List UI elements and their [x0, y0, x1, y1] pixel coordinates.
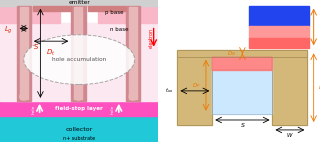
Bar — [177, 50, 307, 57]
Bar — [249, 6, 309, 26]
Text: field-stop layer: field-stop layer — [55, 106, 103, 111]
Bar — [126, 6, 140, 101]
Ellipse shape — [24, 35, 135, 84]
Bar — [0, 116, 158, 142]
Bar — [249, 38, 309, 48]
Bar — [212, 57, 273, 114]
Bar — [177, 50, 307, 57]
Text: hole: hole — [31, 105, 35, 114]
Text: p base: p base — [105, 10, 123, 15]
Text: $D_t$: $D_t$ — [46, 48, 55, 58]
Bar — [212, 57, 273, 114]
Bar — [273, 57, 307, 125]
Bar — [212, 57, 273, 70]
Text: $D_T$: $D_T$ — [318, 83, 320, 92]
Bar — [273, 57, 307, 125]
Ellipse shape — [20, 93, 28, 100]
Text: $L_g$: $L_g$ — [4, 25, 13, 36]
Bar — [177, 57, 212, 125]
Text: n+ substrate: n+ substrate — [63, 136, 95, 141]
Ellipse shape — [75, 93, 82, 100]
Bar — [20, 7, 28, 99]
Text: hole accumulation: hole accumulation — [52, 57, 106, 62]
Text: $D_N$: $D_N$ — [227, 49, 236, 58]
Bar — [177, 57, 212, 125]
Bar — [17, 6, 31, 101]
Text: emitter: emitter — [68, 0, 90, 5]
Text: collector: collector — [66, 127, 93, 132]
Text: $S$: $S$ — [33, 42, 39, 51]
Text: n base: n base — [109, 27, 128, 32]
Bar — [212, 57, 273, 70]
Text: $D_P$: $D_P$ — [192, 81, 201, 90]
Text: electron: electron — [149, 28, 154, 48]
Bar — [88, 6, 126, 11]
Text: $W$: $W$ — [286, 131, 294, 139]
Bar — [33, 6, 71, 11]
Bar — [71, 6, 85, 101]
Text: $t_{ox}$: $t_{ox}$ — [165, 86, 174, 95]
Text: $S$: $S$ — [239, 121, 245, 129]
Text: hole: hole — [110, 105, 115, 114]
Bar — [0, 0, 158, 6]
Bar — [0, 0, 60, 23]
Ellipse shape — [129, 93, 137, 100]
Text: $L_{n+}$: $L_{n+}$ — [319, 23, 320, 31]
Bar — [129, 7, 137, 99]
Bar — [0, 23, 158, 101]
Bar — [98, 0, 158, 23]
Bar — [75, 7, 82, 99]
Bar — [0, 101, 158, 116]
Bar — [249, 26, 309, 38]
